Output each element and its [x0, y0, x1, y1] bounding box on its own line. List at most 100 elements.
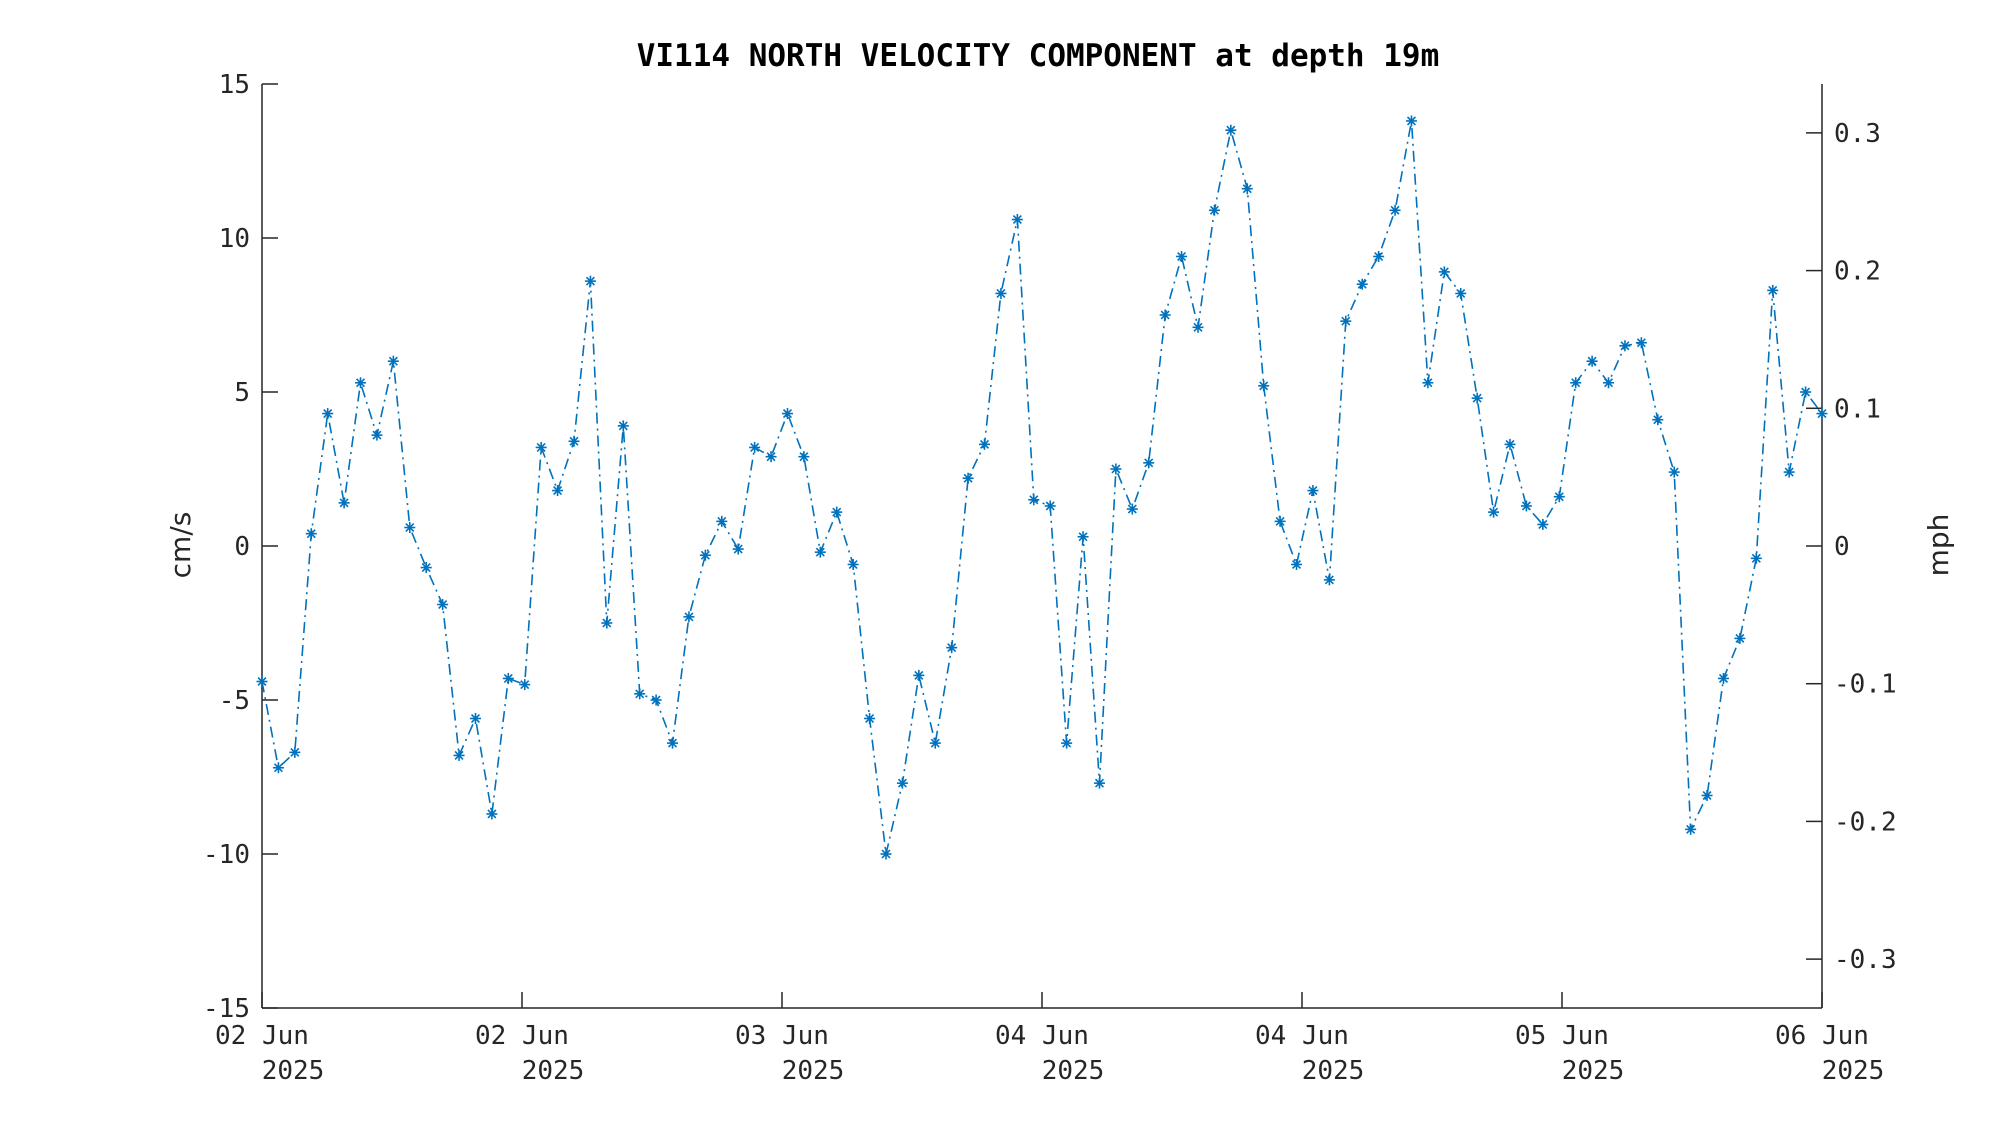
data-point-stroke — [323, 409, 333, 419]
data-point — [880, 848, 892, 860]
data-point — [1471, 392, 1483, 404]
data-point — [1635, 337, 1647, 349]
series-line — [261, 120, 1823, 855]
data-point — [634, 688, 646, 700]
data-point — [1241, 183, 1253, 195]
data-point-stroke — [602, 618, 612, 628]
y-tick-label: -5 — [219, 686, 250, 716]
plot-area — [256, 115, 1828, 860]
data-point-stroke — [1012, 214, 1022, 225]
x-tick-label-date: 03 Jun — [735, 1021, 829, 1051]
data-point-stroke — [1538, 519, 1548, 529]
x-tick-label-year: 2025 — [522, 1056, 585, 1086]
data-point-stroke — [1554, 492, 1564, 502]
data-point — [946, 642, 958, 654]
data-point — [1537, 518, 1549, 530]
y-axis-label-left: cm/s — [164, 512, 197, 579]
data-point — [732, 543, 744, 555]
data-point-stroke — [930, 738, 940, 748]
x-tick-label-year: 2025 — [262, 1056, 325, 1086]
data-point — [1028, 494, 1040, 506]
data-point-stroke — [865, 713, 875, 724]
data-point-stroke — [454, 750, 464, 760]
data-point-stroke — [651, 695, 661, 705]
data-point — [1520, 500, 1532, 512]
data-point — [1685, 823, 1697, 835]
data-point — [929, 737, 941, 749]
data-point-stroke — [1160, 310, 1170, 320]
data-point-stroke — [1653, 415, 1663, 425]
data-point — [1405, 115, 1417, 127]
data-point — [1307, 485, 1319, 497]
y2-tick-label: 0.2 — [1834, 257, 1881, 287]
data-point-stroke — [585, 276, 595, 286]
data-point-stroke — [815, 547, 825, 557]
data-point-stroke — [273, 763, 283, 773]
y-tick-label: -15 — [203, 994, 250, 1024]
data-point — [322, 408, 334, 420]
y2-tick-label: -0.1 — [1834, 670, 1897, 700]
data-point — [355, 377, 367, 389]
data-point — [256, 676, 268, 688]
data-point — [1011, 214, 1023, 226]
data-point-stroke — [1390, 205, 1400, 215]
data-point-stroke — [1439, 267, 1449, 277]
data-point — [453, 749, 465, 761]
data-point-stroke — [1177, 251, 1187, 262]
data-point — [1225, 124, 1237, 136]
data-point — [1323, 574, 1335, 586]
x-tick-label-year: 2025 — [1042, 1056, 1105, 1086]
axes: 15 10 5 0 -5 -10 -15 0.3 0.2 0.1 0 -0.1 -0.2 -0.3 02 J… — [203, 70, 1897, 1086]
data-point-stroke — [668, 738, 678, 748]
data-point — [1356, 278, 1368, 290]
data-point-stroke — [339, 498, 349, 508]
data-point — [1077, 531, 1089, 543]
data-point-stroke — [1620, 341, 1630, 351]
data-point — [1816, 408, 1828, 420]
data-point — [1553, 491, 1565, 503]
data-point — [371, 429, 383, 441]
data-point-stroke — [1029, 495, 1039, 505]
data-point — [1668, 466, 1680, 478]
data-point-stroke — [1127, 504, 1137, 514]
data-point-stroke — [1604, 378, 1614, 388]
data-point-stroke — [1456, 288, 1466, 298]
data-point-stroke — [306, 529, 316, 539]
data-point — [1093, 777, 1105, 789]
data-point-stroke — [684, 612, 694, 622]
data-point — [1701, 789, 1713, 801]
data-point-stroke — [1505, 439, 1515, 449]
data-point-stroke — [520, 680, 530, 690]
data-point-stroke — [1751, 553, 1761, 563]
data-point-stroke — [1193, 322, 1203, 332]
data-point — [1570, 377, 1582, 389]
data-point — [535, 441, 547, 453]
data-point-stroke — [372, 430, 382, 440]
data-point-stroke — [438, 599, 448, 610]
data-point-stroke — [832, 507, 842, 517]
data-point-stroke — [782, 409, 792, 419]
data-point-stroke — [1062, 738, 1072, 748]
data-point — [781, 408, 793, 420]
data-point — [1455, 287, 1467, 299]
data-point-stroke — [405, 522, 415, 533]
data-point — [404, 522, 416, 534]
data-point-stroke — [356, 378, 366, 388]
data-point — [420, 562, 432, 574]
data-point — [667, 737, 679, 749]
data-point — [1143, 457, 1155, 469]
y2-tick-label: -0.2 — [1834, 807, 1897, 837]
data-point-stroke — [1144, 458, 1154, 468]
data-point — [1750, 552, 1762, 564]
data-point-stroke — [257, 676, 267, 687]
data-point — [814, 546, 826, 558]
data-point — [1110, 463, 1122, 475]
data-point — [1652, 414, 1664, 426]
data-point-stroke — [1259, 381, 1269, 391]
data-point-stroke — [1587, 356, 1597, 366]
data-point — [995, 287, 1007, 299]
data-point-stroke — [1817, 409, 1827, 419]
data-point-stroke — [1111, 464, 1121, 474]
data-point — [1767, 284, 1779, 296]
data-point — [1734, 632, 1746, 644]
